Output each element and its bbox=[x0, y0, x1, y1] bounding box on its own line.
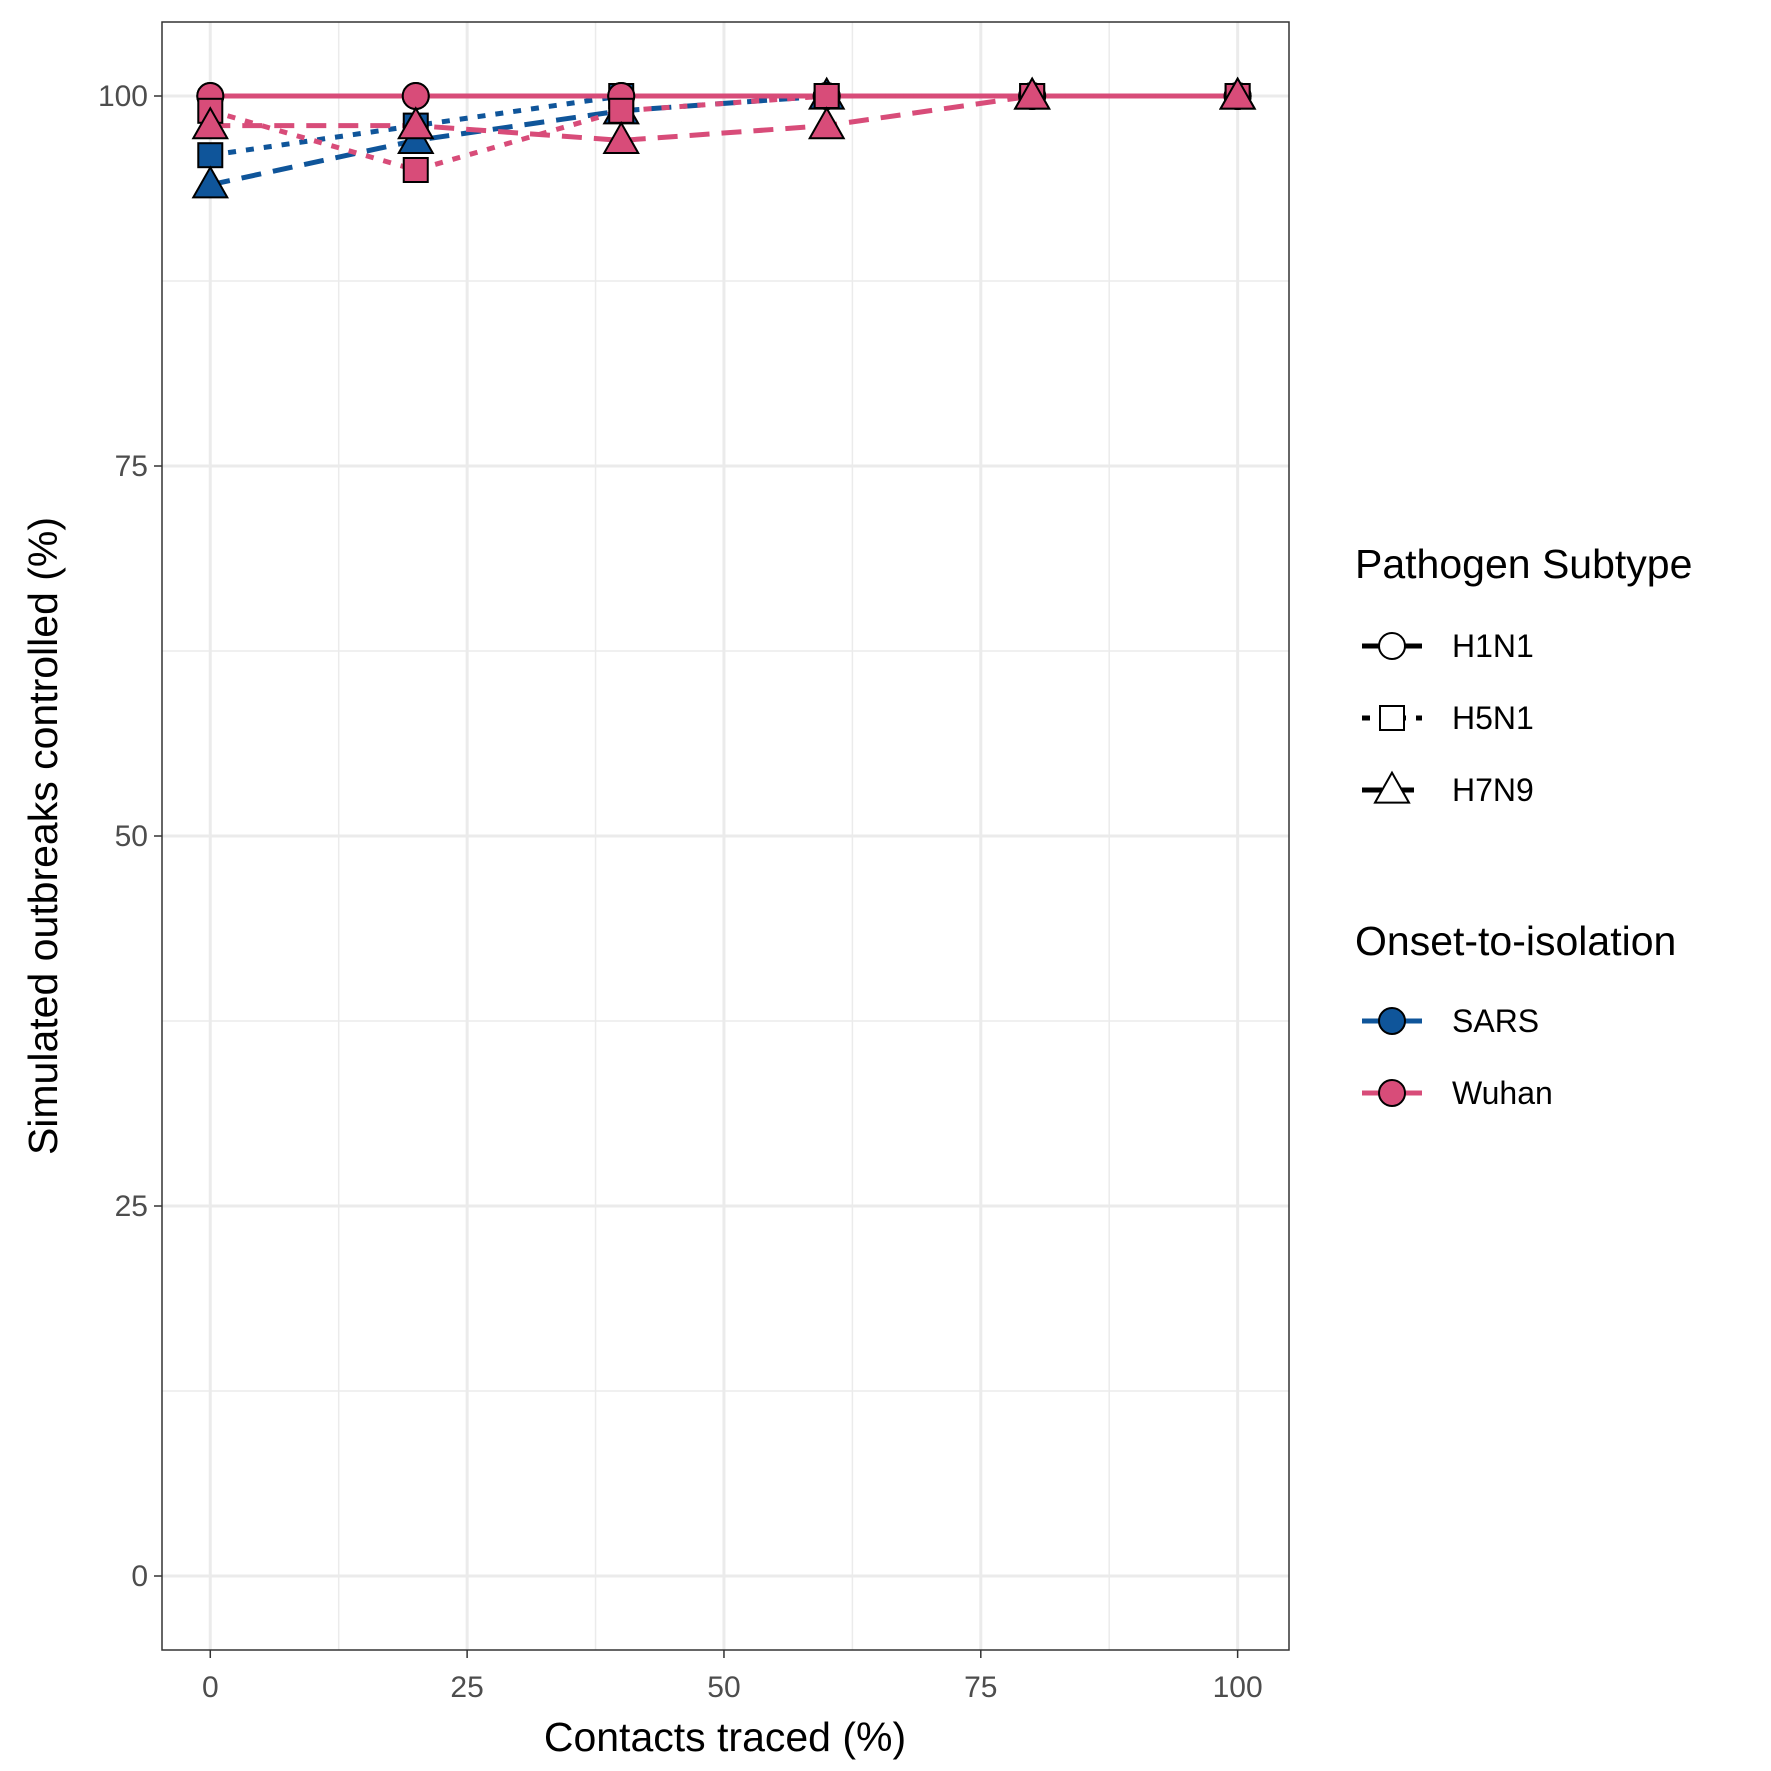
legend-title-onset-to-isolation: Onset-to-isolation bbox=[1355, 918, 1676, 964]
x-tick-label: 50 bbox=[707, 1671, 740, 1704]
data-point-wuhan-h5n1 bbox=[402, 157, 429, 183]
data-point-wuhan-h5n1 bbox=[608, 97, 635, 124]
legend-key-circle-icon bbox=[1378, 1007, 1406, 1035]
x-tick-label: 75 bbox=[964, 1671, 997, 1704]
data-point-sars-h7n9 bbox=[191, 165, 230, 199]
x-tick-label: 100 bbox=[1213, 1671, 1263, 1704]
y-tick-label: 50 bbox=[115, 820, 148, 853]
data-point-wuhan-h7n9 bbox=[1218, 76, 1257, 110]
x-tick-label: 0 bbox=[202, 1671, 219, 1704]
x-axis-title: Contacts traced (%) bbox=[544, 1714, 906, 1760]
legend: Pathogen Subtype H1N1 H5N1 H7N9 Onset-to-iso… bbox=[1355, 541, 1692, 1111]
x-tick-label: 25 bbox=[450, 1671, 483, 1704]
legend-label-h7n9: H7N9 bbox=[1452, 772, 1534, 808]
y-axis-title: Simulated outbreaks controlled (%) bbox=[20, 517, 66, 1155]
grid-lines bbox=[162, 22, 1289, 1650]
data-point-sars-h5n1 bbox=[197, 142, 224, 169]
data-point-wuhan-h7n9 bbox=[807, 106, 846, 140]
series-line-wuhan-h7n9 bbox=[210, 93, 1238, 143]
y-tick-label: 25 bbox=[115, 1190, 148, 1223]
legend-label-h5n1: H5N1 bbox=[1452, 700, 1534, 736]
series-lines bbox=[209, 93, 1238, 188]
data-point-wuhan-h7n9 bbox=[191, 106, 230, 140]
axes: 0 25 50 75 100 0 25 50 75 100 bbox=[98, 80, 1263, 1704]
legend-key-circle-icon bbox=[1378, 632, 1406, 660]
y-tick-label: 0 bbox=[131, 1560, 148, 1593]
y-tick-label: 75 bbox=[115, 450, 148, 483]
series-markers bbox=[191, 76, 1257, 199]
data-point-wuhan-h7n9 bbox=[1013, 76, 1051, 110]
y-tick-label: 100 bbox=[98, 80, 148, 113]
data-point-wuhan-h1n1 bbox=[401, 82, 430, 110]
legend-key-square-icon bbox=[1379, 705, 1405, 731]
data-point-wuhan-h7n9 bbox=[397, 106, 435, 140]
legend-label-wuhan: Wuhan bbox=[1452, 1075, 1553, 1111]
data-point-wuhan-h5n1 bbox=[813, 83, 840, 109]
data-point-wuhan-h7n9 bbox=[602, 121, 640, 154]
legend-label-sars: SARS bbox=[1452, 1003, 1539, 1039]
legend-key-circle-icon bbox=[1378, 1079, 1406, 1107]
legend-label-h1n1: H1N1 bbox=[1452, 628, 1534, 664]
legend-title-pathogen-subtype: Pathogen Subtype bbox=[1355, 541, 1692, 587]
series-line-sars-h7n9 bbox=[209, 93, 1238, 188]
legend-key-triangle-icon bbox=[1373, 770, 1411, 804]
